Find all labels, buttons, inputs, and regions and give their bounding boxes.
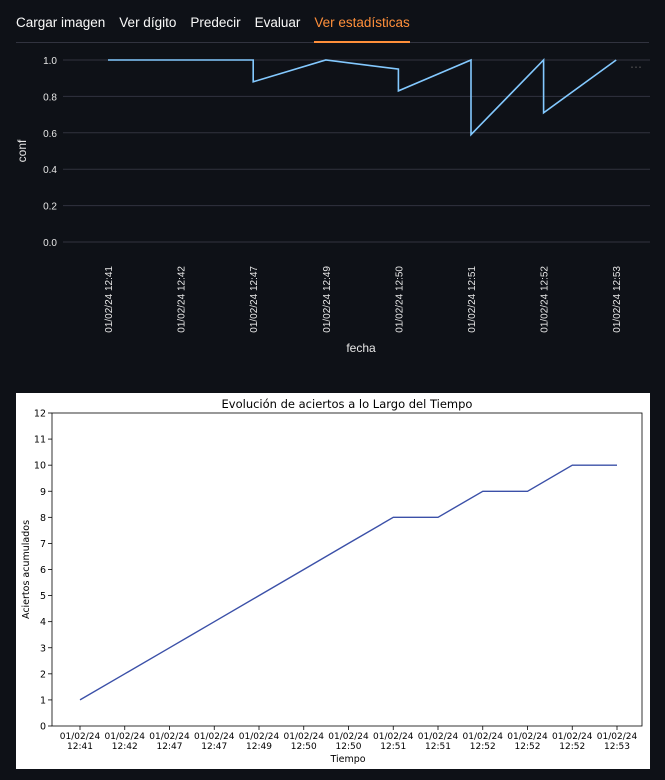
tab-evaluar[interactable]: Evaluar	[254, 15, 301, 30]
x-axis-label: Tiempo	[329, 754, 365, 765]
tab-bar: Cargar imagen Ver dígito Predecir Evalua…	[16, 0, 649, 43]
x-tick-label-date: 01/02/24	[552, 732, 593, 742]
x-tick-label: 01/02/24 12:47	[249, 266, 260, 333]
x-tick-label-time: 12:50	[336, 742, 362, 752]
y-tick-label: 0.8	[43, 92, 57, 103]
x-tick-label: 01/02/24 12:53	[612, 266, 623, 333]
y-tick-label: 9	[40, 487, 46, 498]
y-tick-label: 6	[40, 565, 46, 576]
y-tick-label: 4	[40, 617, 46, 628]
x-tick-label: 01/02/24 12:51	[467, 266, 478, 333]
x-tick-label-time: 12:47	[157, 742, 183, 752]
y-tick-label: 2	[40, 669, 46, 680]
x-tick-label: 01/02/24 12:52	[540, 266, 551, 333]
x-tick-label-date: 01/02/24	[149, 732, 190, 742]
x-axis-label: fecha	[346, 341, 376, 355]
y-tick-label: 1.0	[43, 56, 57, 67]
more-options-icon[interactable]: ⋯	[630, 60, 643, 74]
y-tick-label: 10	[34, 461, 46, 472]
x-tick-label-time: 12:41	[67, 742, 93, 752]
y-tick-label: 0.6	[43, 129, 57, 140]
y-axis-label: Aciertos acumulados	[21, 520, 32, 619]
x-tick-label-date: 01/02/24	[105, 732, 146, 742]
x-tick-label-time: 12:50	[291, 742, 317, 752]
x-tick-label-time: 12:51	[425, 742, 451, 752]
x-tick-label-date: 01/02/24	[284, 732, 325, 742]
x-tick-label-date: 01/02/24	[194, 732, 235, 742]
x-tick-label: 01/02/24 12:42	[177, 266, 188, 333]
y-tick-label: 1	[40, 695, 46, 706]
hits-chart: 012345678910111201/02/2412:4101/02/2412:…	[21, 397, 643, 765]
y-tick-label: 8	[40, 513, 46, 524]
x-tick-label-date: 01/02/24	[328, 732, 369, 742]
y-tick-label: 7	[40, 539, 46, 550]
y-tick-label: 11	[34, 435, 46, 446]
y-tick-label: 0.0	[43, 238, 57, 249]
x-tick-label-date: 01/02/24	[418, 732, 459, 742]
tab-ver-estadisticas[interactable]: Ver estadísticas	[314, 0, 411, 43]
plot-frame	[51, 412, 643, 727]
hits-line	[79, 464, 617, 701]
tab-ver-digito[interactable]: Ver dígito	[119, 15, 177, 30]
hits-chart-panel: 0 1 2 3 4 5 6 7 8 9 10 11 12 01/02/24 12:41 01/02/24 12:…	[16, 393, 650, 769]
chart-title: Evolución de aciertos a lo Largo del Tie…	[222, 397, 473, 411]
y-tick-label: 3	[40, 643, 46, 654]
x-tick-label-date: 01/02/24	[597, 732, 638, 742]
x-tick-label-time: 12:52	[470, 742, 496, 752]
tab-cargar-imagen[interactable]: Cargar imagen	[16, 15, 106, 30]
confidence-line	[108, 58, 617, 137]
x-tick-label-time: 12:51	[380, 742, 406, 752]
x-tick-label-time: 12:49	[246, 742, 272, 752]
y-tick-label: 0.4	[43, 165, 57, 176]
tab-predecir[interactable]: Predecir	[190, 15, 241, 30]
y-tick-label: 0.2	[43, 202, 57, 213]
x-tick-label-date: 01/02/24	[507, 732, 548, 742]
x-tick-label-date: 01/02/24	[463, 732, 504, 742]
x-tick-label-date: 01/02/24	[239, 732, 280, 742]
y-tick-label: 0	[40, 722, 46, 733]
confidence-chart: 1.0 0.8 0.6 0.4 0.2 0.0 01/02/24 12:41 01/02/24…	[15, 56, 650, 355]
x-tick-label-time: 12:47	[201, 742, 227, 752]
x-tick-label: 01/02/24 12:50	[394, 266, 405, 333]
x-tick-label-time: 12:53	[604, 742, 630, 752]
y-tick-label: 12	[34, 409, 46, 420]
y-tick-label: 5	[40, 591, 46, 602]
x-tick-label-date: 01/02/24	[60, 732, 101, 742]
x-tick-label-time: 12:52	[515, 742, 541, 752]
x-tick-label-time: 12:52	[559, 742, 585, 752]
x-tick-label-time: 12:42	[112, 742, 138, 752]
x-tick-label: 01/02/24 12:49	[322, 266, 333, 333]
y-axis-label: conf	[15, 139, 29, 162]
x-tick-label-date: 01/02/24	[373, 732, 414, 742]
x-tick-label: 01/02/24 12:41	[104, 266, 115, 333]
